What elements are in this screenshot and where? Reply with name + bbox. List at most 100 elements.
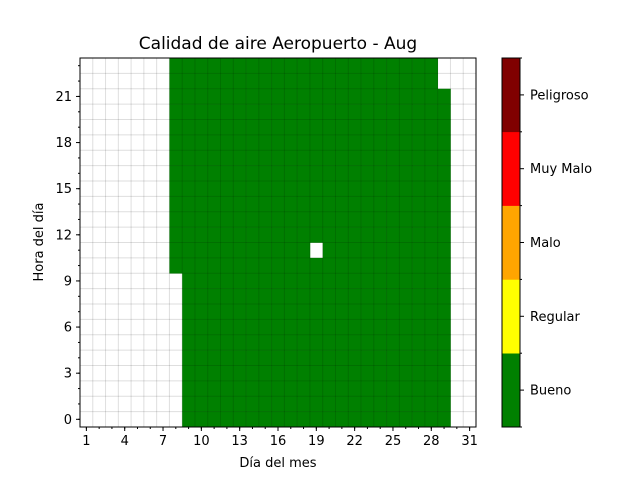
heatmap-cell [438,196,451,212]
heatmap-cell [399,120,412,136]
heatmap-cell [348,304,361,320]
heatmap-cell [399,181,412,197]
heatmap-cell [221,243,234,259]
heatmap-cell [221,212,234,228]
heatmap-cell [374,412,387,428]
colorbar-segment [502,206,520,280]
heatmap-cell [361,135,374,151]
heatmap-cell [438,366,451,382]
heatmap-cell [272,135,285,151]
heatmap-cell [310,258,323,274]
heatmap-cell [425,319,438,335]
heatmap-cell [310,289,323,305]
heatmap-cell [335,212,348,228]
heatmap-cell [348,120,361,136]
heatmap-cell [387,135,400,151]
heatmap-cell [310,227,323,243]
heatmap-cell [297,335,310,351]
heatmap-cell [195,412,208,428]
heatmap-cell [399,273,412,289]
heatmap-cell [399,396,412,412]
heatmap-cell [182,350,195,366]
heatmap-cell [297,181,310,197]
heatmap-cell [361,335,374,351]
heatmap-cell [284,120,297,136]
heatmap-cell [374,381,387,397]
x-tick-label: 31 [461,434,478,449]
heatmap-cell [374,396,387,412]
heatmap-cell [412,258,425,274]
heatmap-cell [399,166,412,182]
heatmap-cell [246,196,259,212]
heatmap-cell [208,227,221,243]
heatmap-cell [195,196,208,212]
heatmap-cell [297,289,310,305]
heatmap-cell [208,181,221,197]
heatmap-cell [233,273,246,289]
heatmap-cell [246,289,259,305]
heatmap-cell [399,381,412,397]
heatmap-cell [272,366,285,382]
heatmap-cell [310,319,323,335]
heatmap-cell [335,366,348,382]
heatmap-cell [310,181,323,197]
heatmap-cell [438,181,451,197]
heatmap-cell [208,258,221,274]
heatmap-cell [323,135,336,151]
heatmap-cell [259,181,272,197]
x-tick-label: 28 [423,434,440,449]
heatmap-cell [284,196,297,212]
heatmap-cell [387,350,400,366]
heatmap-cell [272,58,285,74]
heatmap-cell [412,196,425,212]
heatmap-cell [259,289,272,305]
heatmap-cell [412,58,425,74]
heatmap-cell [284,289,297,305]
heatmap-cell [412,89,425,105]
heatmap-cell [182,120,195,136]
heatmap-cell [195,166,208,182]
heatmap-cell [246,304,259,320]
heatmap-cell [297,350,310,366]
heatmap-cell [361,258,374,274]
heatmap-cell [169,135,182,151]
heatmap-cell [387,381,400,397]
heatmap-cell [348,166,361,182]
heatmap-cell [310,366,323,382]
heatmap-cell [412,243,425,259]
heatmap-cell [169,58,182,74]
y-tick-label: 6 [64,321,72,336]
heatmap-cell [361,166,374,182]
heatmap-cell [195,104,208,120]
heatmap-cell [233,150,246,166]
heatmap-cell [335,412,348,428]
heatmap-cell [425,150,438,166]
heatmap-cell [335,304,348,320]
heatmap-cell [438,350,451,366]
heatmap-cell [335,227,348,243]
heatmap-cell [297,243,310,259]
heatmap-cell [182,304,195,320]
heatmap-cell [412,319,425,335]
heatmap-cell [233,212,246,228]
heatmap-cell [310,350,323,366]
heatmap-cell [284,243,297,259]
heatmap-cell [182,243,195,259]
heatmap-cell [387,319,400,335]
heatmap-cell [335,273,348,289]
heatmap-cell [182,58,195,74]
x-tick-label: 16 [270,434,287,449]
heatmap-cell [284,273,297,289]
colorbar-label: Peligroso [530,88,589,103]
heatmap-cell [208,104,221,120]
heatmap-cell [438,135,451,151]
x-tick-label: 10 [193,434,210,449]
heatmap-cell [361,150,374,166]
heatmap-cell [361,289,374,305]
heatmap-cell [272,258,285,274]
heatmap-cell [259,258,272,274]
heatmap-cell [272,304,285,320]
heatmap-cell [221,181,234,197]
heatmap-cell [182,104,195,120]
